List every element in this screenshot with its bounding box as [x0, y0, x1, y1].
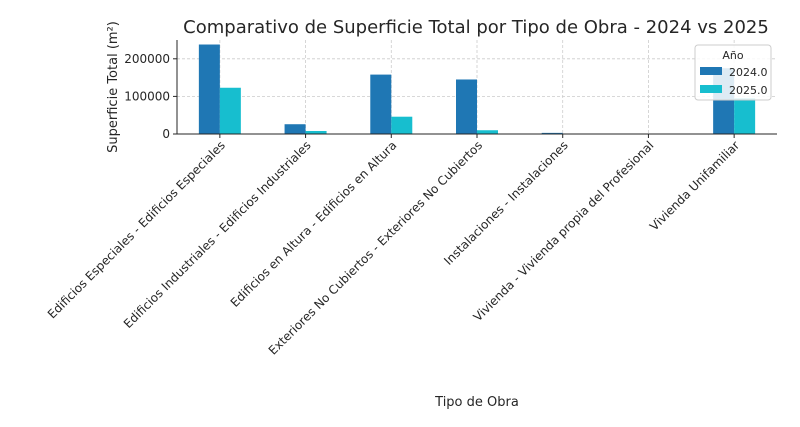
y-ticks: 0 100000 200000	[124, 52, 177, 141]
bar-2025-0-1	[305, 130, 327, 134]
y-axis-label: Superficie Total (m²)	[106, 21, 121, 153]
bar-2024-0-4	[541, 132, 563, 134]
x-tick-label: Vivienda - Vivienda propia del Profesion…	[471, 138, 657, 324]
legend-swatch-2025	[700, 85, 722, 93]
x-tick-label: Edificios Industriales - Edificios Indus…	[121, 138, 314, 331]
bar-2025-0-6	[734, 98, 756, 134]
y-tick-label: 100000	[124, 89, 170, 103]
legend-label-2025: 2025.0	[729, 84, 768, 97]
x-tick-label: Edificios Especiales - Edificios Especia…	[45, 138, 228, 321]
legend-swatch-2024	[700, 67, 722, 75]
bar-2024-0-3	[456, 79, 477, 134]
bar-2025-0-3	[477, 130, 498, 134]
bar-2024-0-1	[284, 124, 306, 134]
legend: Año 2024.0 2025.0	[694, 44, 772, 101]
x-tick-label: Edificios en Altura - Edificios en Altur…	[228, 138, 400, 310]
bar-2025-0-0	[219, 87, 241, 134]
bar-2024-0-2	[370, 74, 392, 134]
bar-2024-0-0	[198, 44, 220, 134]
x-ticks: Edificios Especiales - Edificios Especia…	[45, 134, 742, 358]
y-tick-label: 200000	[124, 52, 170, 66]
legend-label-2024: 2024.0	[729, 66, 768, 79]
chart-title: Comparativo de Superficie Total por Tipo…	[183, 17, 769, 38]
bars	[198, 44, 756, 134]
x-tick-label: Vivienda Unifamiliar	[647, 138, 742, 233]
x-axis-label: Tipo de Obra	[434, 395, 519, 410]
bar-2025-0-2	[391, 116, 413, 134]
legend-title: Año	[722, 49, 743, 62]
y-tick-label: 0	[162, 127, 170, 141]
